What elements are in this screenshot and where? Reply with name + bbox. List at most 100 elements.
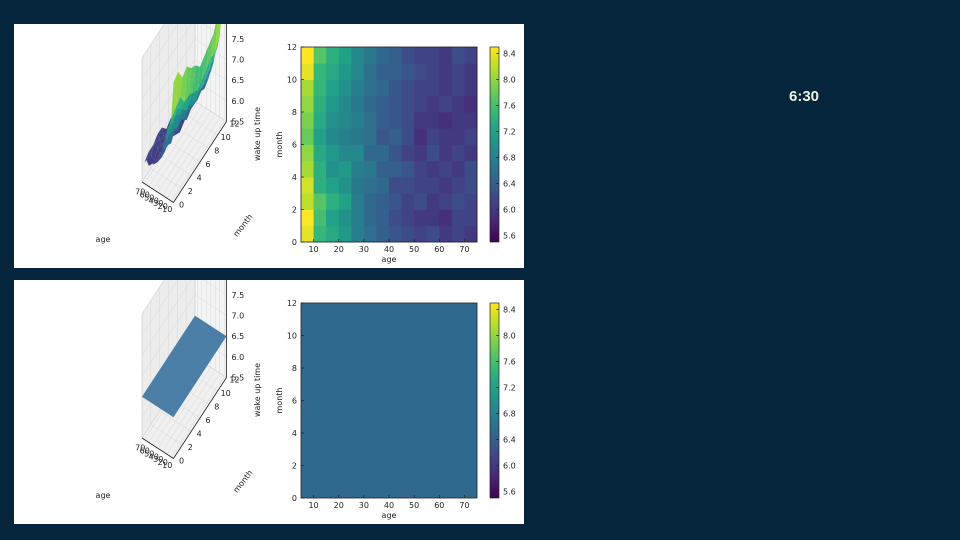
bottom-month-tick-label: 10 xyxy=(221,389,231,398)
top-heatmap-cell xyxy=(414,63,428,80)
bottom-month-axis-line xyxy=(173,377,227,459)
top-surface-patch xyxy=(180,66,187,103)
top-surface-patch xyxy=(153,134,160,146)
bottom-colorbar-tick-label: 8.4 xyxy=(503,306,516,315)
top-heatmap-cell xyxy=(338,79,352,97)
top-heatmap-cell xyxy=(338,95,352,113)
bottom-heatmap-x-tick-label: 70 xyxy=(459,501,469,510)
top-heatmap-y-tick-label: 8 xyxy=(292,108,297,117)
top-heatmap-cell xyxy=(338,63,352,80)
bottom-colorbar-tick-label: 5.6 xyxy=(503,488,516,497)
top-heatmap-cell xyxy=(351,79,365,97)
top-surface-patch xyxy=(173,96,181,123)
top-surface-patch xyxy=(159,134,167,146)
top-colorbar-tick-label: 8.0 xyxy=(503,76,516,85)
bottom-colorbar-tick-label: 8.0 xyxy=(503,332,516,341)
bottom-age-axis-line xyxy=(141,437,174,459)
bottom-heatmap-y-tick-label: 12 xyxy=(287,299,297,308)
top-heatmap-cell xyxy=(464,79,478,97)
top-heatmap-cell xyxy=(338,128,352,145)
top-heatmap-cell xyxy=(401,193,415,210)
top-surface-patch xyxy=(175,71,183,108)
top-heatmap-cell xyxy=(414,128,428,145)
top-heatmap-cell xyxy=(376,95,390,113)
bottom-heatmap-x-tick-label: 20 xyxy=(334,501,344,510)
top-heatmap-cell xyxy=(326,63,340,80)
top-heatmap-cell xyxy=(426,47,440,64)
top-surface-patch xyxy=(202,71,209,89)
bottom-heatmap-x-tick-label: 40 xyxy=(384,501,394,510)
top-heatmap-cell xyxy=(338,160,352,178)
top-heatmap-x-tick-label: 20 xyxy=(334,245,344,254)
bottom-heatmap-x-tick-label: 60 xyxy=(434,501,444,510)
top-heatmap-cell xyxy=(301,112,314,129)
top-month-tick-label: 2 xyxy=(188,187,193,196)
bottom-colorbar-tick-label: 6.0 xyxy=(503,462,516,471)
top-heatmap-cell xyxy=(351,177,365,194)
top-colorbar-tick-label: 7.6 xyxy=(503,102,516,111)
top-surface-patch xyxy=(186,92,194,111)
top-heatmap-cell xyxy=(313,79,327,97)
top-colorbar-bar xyxy=(489,46,500,243)
top-age-tick-label: 10 xyxy=(162,205,172,214)
top-surface-patch xyxy=(161,126,169,138)
bottom-age-tick-label: 40 xyxy=(149,452,159,461)
top-surface-patch xyxy=(197,56,205,91)
top-surface-patch xyxy=(215,24,221,51)
timer-label: 6:30 xyxy=(788,88,820,105)
bottom-colorbar-tick-label: 6.8 xyxy=(503,410,516,419)
top-surface-patch xyxy=(193,65,200,93)
top-heatmap-cell xyxy=(351,128,365,145)
top-heatmap-cell xyxy=(414,112,428,129)
top-heatmap-cell xyxy=(313,47,327,64)
top-heatmap-cell xyxy=(426,160,440,178)
top-heatmap-cell xyxy=(426,79,440,97)
top-heatmap-cell xyxy=(313,144,327,162)
bottom-month-tick-label: 0 xyxy=(179,457,184,466)
top-age-tick-label: 30 xyxy=(153,199,163,208)
top-heatmap-cell xyxy=(351,209,365,227)
top-heatmap-cell xyxy=(326,95,340,113)
top-heatmap-cell xyxy=(363,144,377,162)
bottom-age-tick-label: 20 xyxy=(158,458,168,467)
top-heatmap-cell xyxy=(439,144,453,162)
top-surface-patch xyxy=(144,151,151,163)
top-heatmap-cell xyxy=(464,160,478,178)
top-heatmap-cell xyxy=(464,177,478,194)
top-colorbar-tick-label: 8.4 xyxy=(503,50,516,59)
top-surface-patch xyxy=(157,142,165,154)
top-surface-patch xyxy=(195,79,203,102)
top-heatmap-cell xyxy=(389,112,402,129)
top-surface-patch xyxy=(204,57,211,80)
top-heatmap-cell xyxy=(338,177,352,194)
bottom-heatmap-x-tick-label: 30 xyxy=(359,501,369,510)
top-heatmap-cell xyxy=(451,95,465,113)
top-heatmap-cell xyxy=(426,128,440,145)
top-heatmap-cell xyxy=(451,193,465,210)
top-surface-patch xyxy=(199,68,207,91)
top-heatmap-cell xyxy=(301,193,314,210)
top-heatmap-cell xyxy=(363,95,377,113)
top-month-tick-label: 8 xyxy=(214,147,219,156)
top-age-axis-label: age xyxy=(96,235,111,244)
bottom-heatmap-x-tick-label: 10 xyxy=(308,501,318,510)
top-surface-patch xyxy=(186,102,194,121)
top-z-tick-label: 7.5 xyxy=(232,35,245,44)
top-heatmap-cell xyxy=(301,160,314,178)
top-heatmap-cell xyxy=(376,63,390,80)
bottom-heatmap-x-tick-label: 50 xyxy=(409,501,419,510)
top-age-tick-label: 70 xyxy=(135,187,145,196)
top-z-tick-label: 7.0 xyxy=(232,56,245,65)
top-heatmap-cell xyxy=(389,79,402,97)
top-heatmap-cell xyxy=(426,63,440,80)
top-heatmap-cell xyxy=(464,144,478,162)
top-heatmap-cell xyxy=(363,193,377,210)
bottom-colorbar-bar xyxy=(489,302,500,499)
top-age-tick-label: 50 xyxy=(144,193,154,202)
top-z-tick-label: 6.0 xyxy=(232,97,245,106)
top-surface-patch xyxy=(171,126,178,141)
top-heatmap-cell xyxy=(389,193,402,210)
top-colorbar-tick-label: 6.4 xyxy=(503,180,516,189)
top-surface-patch xyxy=(188,99,196,107)
top-heatmap-cell xyxy=(301,209,314,227)
